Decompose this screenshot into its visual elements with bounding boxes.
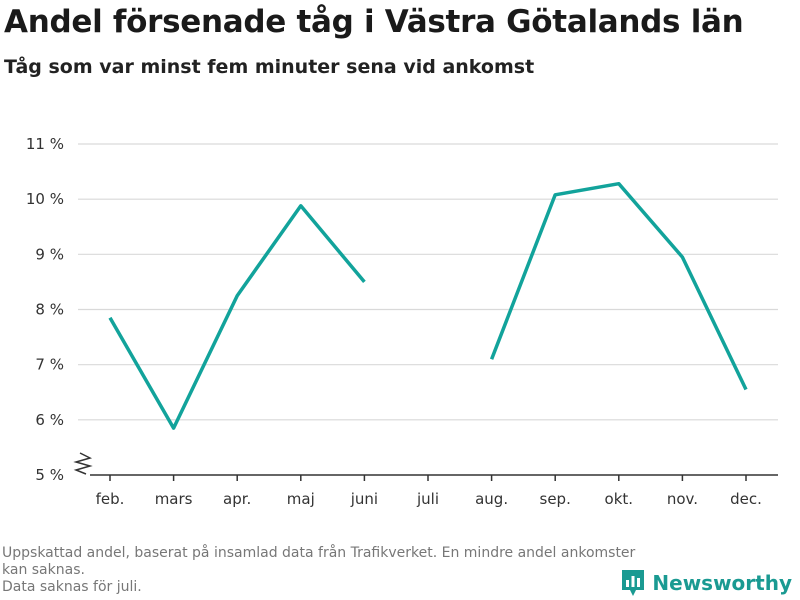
x-tick-label: dec. [730, 490, 762, 508]
y-axis-labels: 5 % 6 % 7 % 8 % 9 % 10 % 11 % [26, 135, 64, 484]
x-tick-label: juni [350, 490, 378, 508]
y-tick-label: 11 % [26, 135, 64, 153]
grid-lines [78, 143, 778, 421]
x-tick-label: juli [416, 490, 439, 508]
series-line-segment [108, 204, 366, 430]
series-line-segment [489, 181, 748, 391]
y-tick-label: 8 % [35, 301, 64, 319]
missing-data-note: Data saknas för juli. [2, 579, 142, 595]
newsworthy-logo-icon [622, 570, 645, 596]
x-tick-label: okt. [605, 490, 634, 508]
y-tick-label: 10 % [26, 190, 64, 208]
series-lines [108, 181, 748, 430]
line-chart: 5 % 6 % 7 % 8 % 9 % 10 % 11 % feb. mars apr. maj j… [26, 135, 778, 508]
source-note: Uppskattad andel, baserat på insamlad da… [2, 545, 636, 578]
x-tick-label: sep. [540, 490, 571, 508]
x-axis-labels: feb. mars apr. maj juni juli aug. sep. okt. nov. d… [96, 490, 762, 508]
x-tick-label: aug. [475, 490, 508, 508]
chart-footnote: Uppskattad andel, baserat på insamlad da… [2, 545, 642, 596]
axis-break-mark [73, 452, 93, 475]
brand-name: Newsworthy [652, 571, 792, 595]
x-tick-label: maj [287, 490, 315, 508]
x-tick-label: feb. [96, 490, 125, 508]
x-tick-label: nov. [667, 490, 698, 508]
x-tick-label: apr. [223, 490, 251, 508]
x-axis [73, 452, 778, 481]
y-tick-label: 7 % [35, 356, 64, 374]
chart-title: Andel försenade tåg i Västra Götalands l… [4, 4, 744, 40]
y-tick-label: 5 % [35, 466, 64, 484]
x-tick-label: mars [155, 490, 193, 508]
y-tick-label: 6 % [35, 411, 64, 429]
chart-subtitle: Tåg som var minst fem minuter sena vid a… [4, 56, 535, 78]
brand: Newsworthy [620, 568, 792, 598]
y-tick-label: 9 % [35, 245, 64, 263]
